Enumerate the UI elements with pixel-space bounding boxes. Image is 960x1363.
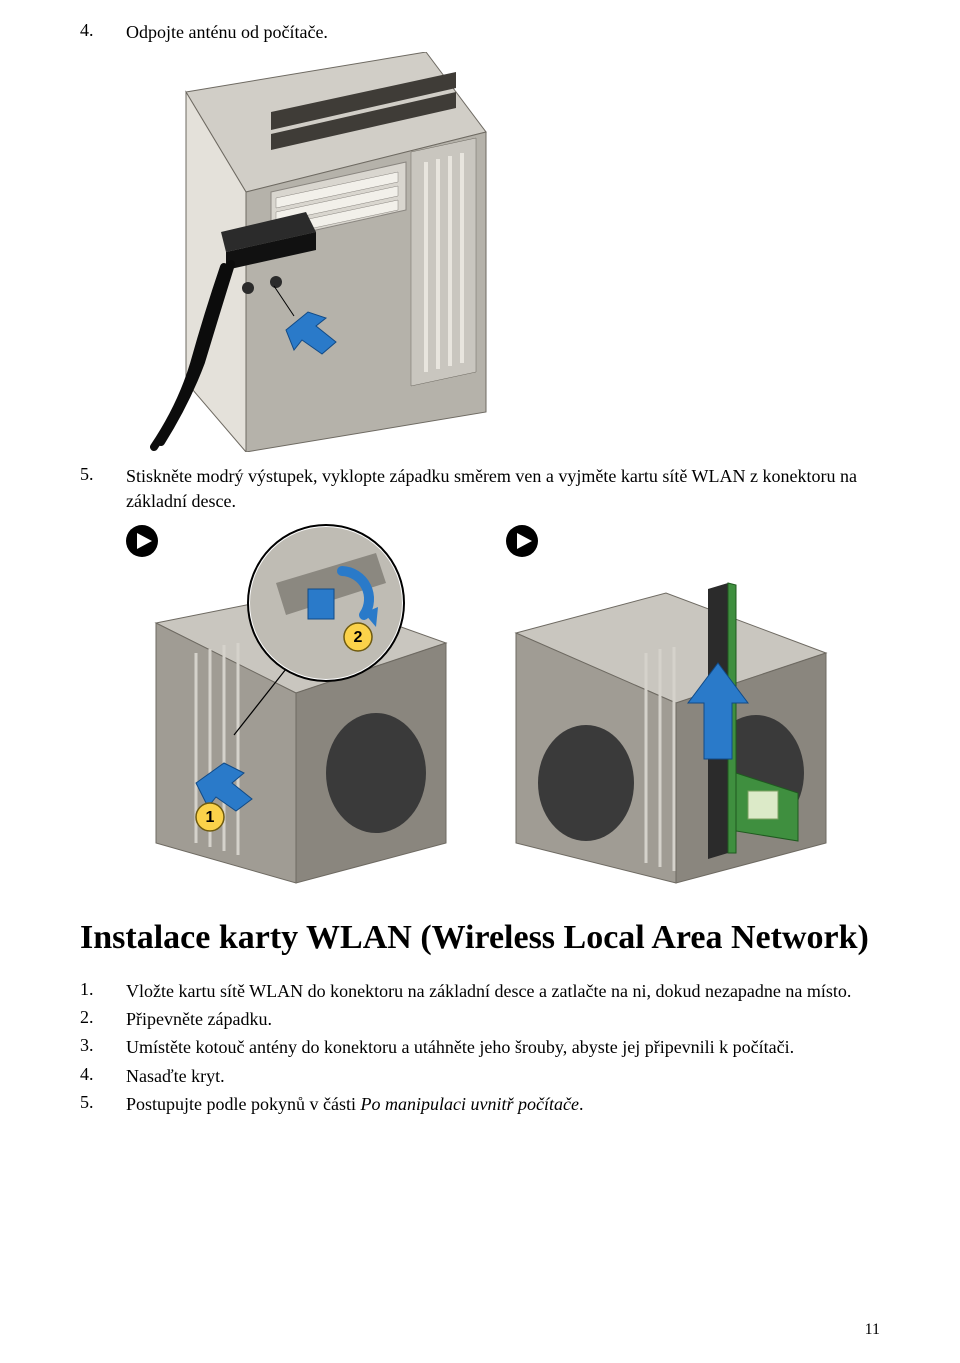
install-step-5: 5. Postupujte podle pokynů v části Po ma… bbox=[80, 1092, 880, 1116]
figure-antenna-svg bbox=[126, 52, 506, 452]
step-number: 5. bbox=[80, 464, 126, 513]
callout-1-label: 1 bbox=[206, 809, 215, 826]
page-number: 11 bbox=[865, 1321, 880, 1339]
figure-antenna-disconnect bbox=[126, 52, 880, 452]
step-text: Stiskněte modrý výstupek, vyklopte západ… bbox=[126, 464, 880, 513]
step-number: 2. bbox=[80, 1007, 126, 1031]
step-number: 5. bbox=[80, 1092, 126, 1116]
step-text: Postupujte podle pokynů v části Po manip… bbox=[126, 1092, 583, 1116]
section-heading: Instalace karty WLAN (Wireless Local Are… bbox=[80, 919, 880, 957]
step-number: 1. bbox=[80, 979, 126, 1003]
step-text: Připevněte západku. bbox=[126, 1007, 272, 1031]
install-step-2: 2. Připevněte západku. bbox=[80, 1007, 880, 1031]
step-text-suffix: . bbox=[579, 1094, 584, 1114]
figure-wlan-svg: 2 1 bbox=[126, 521, 846, 891]
step-text: Odpojte anténu od počítače. bbox=[126, 20, 328, 44]
step-text: Vložte kartu sítě WLAN do konektoru na z… bbox=[126, 979, 851, 1003]
install-step-4: 4. Nasaďte kryt. bbox=[80, 1064, 880, 1088]
figure-wlan-remove: 2 1 bbox=[126, 521, 880, 891]
step-number: 3. bbox=[80, 1035, 126, 1059]
callout-2-label: 2 bbox=[354, 629, 363, 646]
step-text: Nasaďte kryt. bbox=[126, 1064, 225, 1088]
step-text: Umístěte kotouč antény do konektoru a ut… bbox=[126, 1035, 794, 1059]
step-number: 4. bbox=[80, 1064, 126, 1088]
step-5: 5. Stiskněte modrý výstupek, vyklopte zá… bbox=[80, 464, 880, 513]
step-4: 4. Odpojte anténu od počítače. bbox=[80, 20, 880, 44]
play-icon bbox=[126, 525, 158, 557]
step-text-italic: Po manipulaci uvnitř počítače bbox=[360, 1094, 578, 1114]
step-text-prefix: Postupujte podle pokynů v části bbox=[126, 1094, 360, 1114]
install-step-1: 1. Vložte kartu sítě WLAN do konektoru n… bbox=[80, 979, 880, 1003]
install-step-3: 3. Umístěte kotouč antény do konektoru a… bbox=[80, 1035, 880, 1059]
step-number: 4. bbox=[80, 20, 126, 44]
play-icon bbox=[506, 525, 538, 557]
